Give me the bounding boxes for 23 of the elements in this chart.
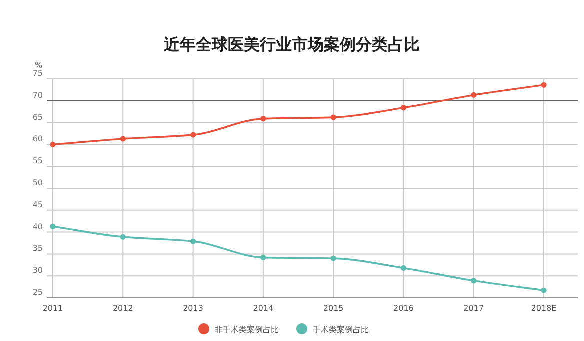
y-tick-label: 25	[32, 288, 43, 297]
legend-label: 非手术类案例占比	[215, 326, 279, 334]
y-tick-label: 65	[32, 112, 43, 122]
y-tick-label: 60	[32, 134, 43, 144]
y-tick-label: 30	[32, 266, 43, 276]
y-tick-label: 70	[32, 90, 43, 100]
x-tick-label: 2012	[112, 304, 134, 313]
y-tick-label: 50	[32, 178, 43, 188]
x-tick-label: 2017	[464, 304, 484, 313]
x-tick-label: 2016	[394, 304, 414, 313]
y-tick-label: 40	[32, 222, 43, 232]
y-tick-label: 35	[32, 244, 43, 254]
y-tick-label: 75	[32, 69, 43, 78]
x-tick-label: 2015	[323, 304, 344, 313]
x-tick-label: 2018E	[531, 304, 557, 313]
y-tick-label: 55	[32, 156, 43, 166]
y-tick-label: 45	[32, 200, 43, 210]
x-tick-label: 2014	[253, 304, 274, 313]
x-tick-label: 2011	[42, 304, 64, 313]
y-axis-title: %	[35, 61, 43, 70]
legend-label: 手术类案例占比	[313, 326, 369, 334]
chart-title: 近年全球医美行业市场案例分类占比	[163, 35, 420, 54]
x-tick-label: 2013	[183, 304, 204, 313]
